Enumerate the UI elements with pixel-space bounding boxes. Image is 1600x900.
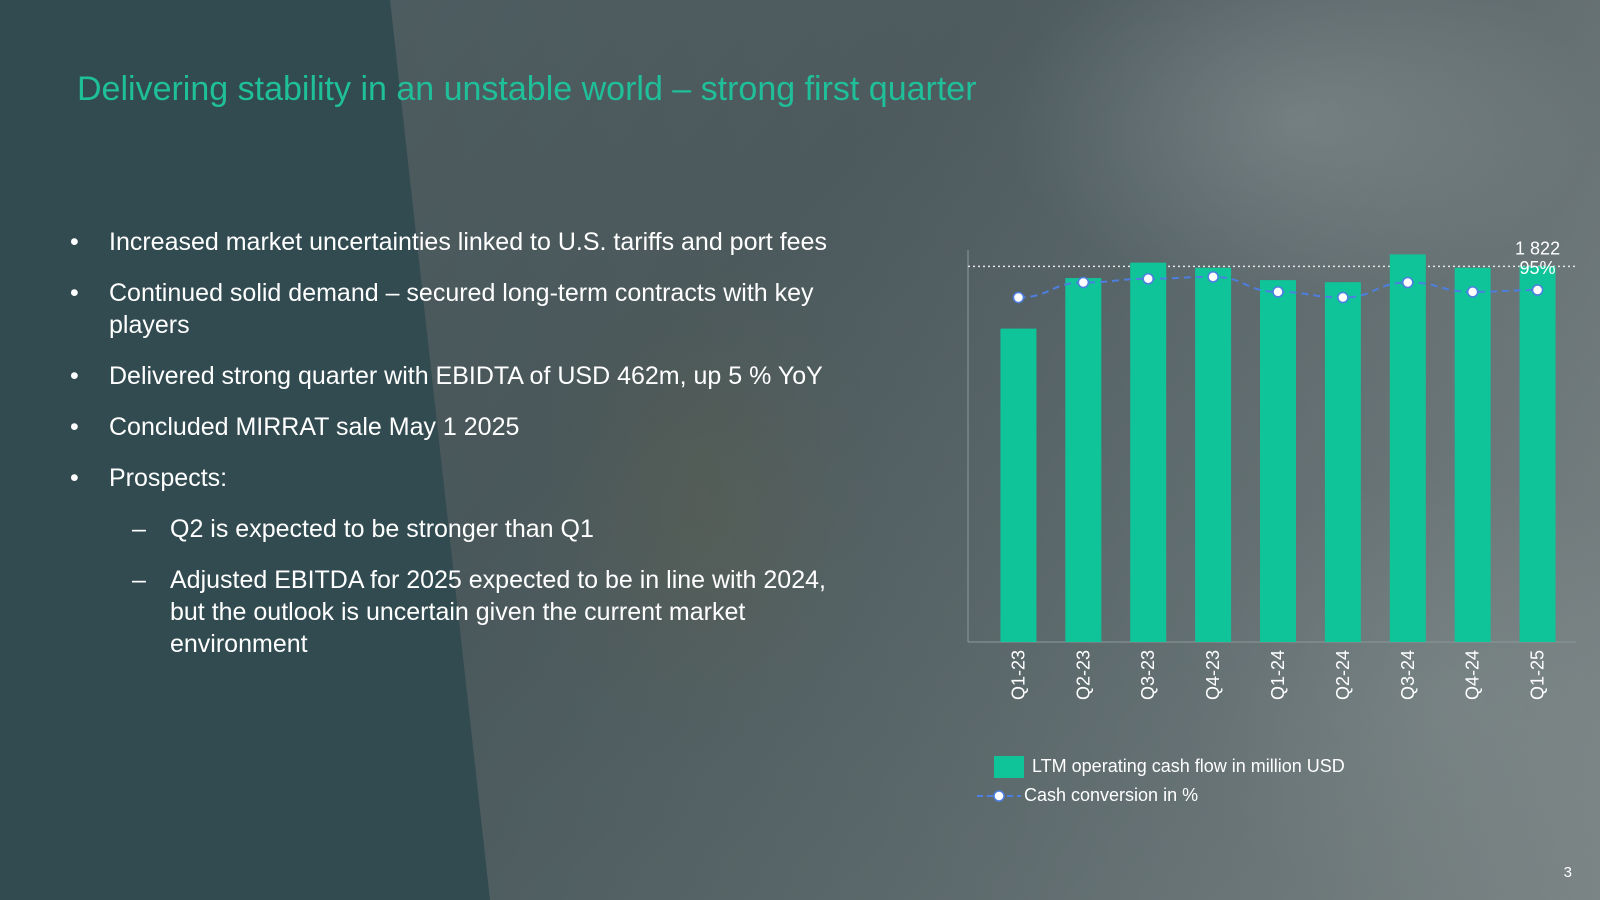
- bullet-dot: •: [70, 413, 79, 441]
- cash-conversion-point: [1142, 273, 1154, 285]
- bar-q4-23: [1195, 267, 1232, 642]
- bar-q3-23: [1130, 262, 1167, 642]
- sub-bullet-text: Q2 is expected to be stronger than Q1: [170, 515, 594, 543]
- line-value-label: 95%: [1520, 258, 1556, 278]
- legend-bar-label: LTM operating cash flow in million USD: [1032, 756, 1345, 776]
- cash-conversion-point: [1466, 286, 1479, 298]
- x-tick-label: Q2-23: [1073, 650, 1093, 700]
- x-tick-label: Q3-24: [1398, 650, 1418, 700]
- sub-bullet-dash: –: [132, 515, 146, 543]
- cash-conversion-point: [1402, 276, 1414, 289]
- cash-conversion-point: [1337, 291, 1349, 304]
- sub-bullet-item: – Adjusted EBITDA for 2025 expected to b…: [70, 564, 830, 660]
- bar-value-label: 1 822: [1515, 238, 1560, 258]
- bar-q1-23: [1000, 328, 1037, 642]
- bullet-text: Increased market uncertainties linked to…: [109, 228, 827, 256]
- x-tick-label: Q4-23: [1203, 650, 1223, 700]
- x-tick-label: Q2-24: [1333, 650, 1353, 700]
- page-number: 3: [1563, 864, 1572, 881]
- bar-q1-24: [1260, 280, 1296, 642]
- x-tick-label: Q3-23: [1138, 650, 1158, 700]
- bullet-item: • Delivered strong quarter with EBIDTA o…: [70, 360, 830, 392]
- sub-bullet-dash: –: [132, 566, 146, 594]
- bullet-dot: •: [70, 279, 79, 307]
- cash-conversion-point: [1077, 276, 1090, 289]
- x-tick-label: Q1-23: [1008, 650, 1028, 700]
- cash-flow-chart: Q1-23 Q2-23 Q3-23 Q4-23 Q1-24 Q2-24 Q3-24 Q4-24…: [967, 238, 1576, 700]
- bullet-item: • Continued solid demand – secured long-…: [70, 277, 830, 341]
- bullet-text: Concluded MIRRAT sale May 1 2025: [109, 413, 520, 441]
- bullet-list: • Increased market uncertainties linked …: [70, 226, 830, 679]
- bullet-item: • Prospects:: [70, 462, 830, 494]
- cash-conversion-point: [1207, 271, 1219, 283]
- legend-line-swatch: [977, 789, 1021, 802]
- bar-q4-24: [1454, 267, 1491, 642]
- x-tick-label: Q4-24: [1463, 650, 1483, 700]
- chart-legend: LTM operating cash flow in million USD C…: [977, 752, 1345, 810]
- legend-bar-swatch: [994, 755, 1024, 778]
- legend-line-label: Cash conversion in %: [1024, 785, 1199, 805]
- bullet-text: Continued solid demand – secured long-te…: [109, 279, 814, 339]
- cash-conversion-point: [1531, 284, 1544, 296]
- bullet-item: • Increased market uncertainties linked …: [70, 226, 830, 258]
- bullet-item: • Concluded MIRRAT sale May 1 2025: [70, 411, 830, 443]
- bullet-dot: •: [70, 228, 79, 256]
- bar-q1-25: [1519, 266, 1556, 642]
- bullet-text: Delivered strong quarter with EBIDTA of …: [109, 362, 823, 390]
- slide-title: Delivering stability in an unstable worl…: [77, 70, 977, 108]
- cash-conversion-point: [1012, 291, 1025, 304]
- bar-q3-24: [1389, 254, 1426, 642]
- cash-conversion-point: [1272, 286, 1284, 298]
- sub-bullet-text: Adjusted EBITDA for 2025 expected to be …: [170, 566, 826, 658]
- bullet-dot: •: [70, 464, 79, 492]
- bullet-text: Prospects:: [109, 464, 228, 492]
- chart-container: Q1-23 Q2-23 Q3-23 Q4-23 Q1-24 Q2-24 Q3-24 Q4-24…: [960, 230, 1580, 730]
- x-tick-label: Q1-24: [1268, 650, 1288, 700]
- legend-item-line: Cash conversion in %: [977, 781, 1345, 810]
- bar-q2-24: [1324, 282, 1361, 642]
- bullet-dot: •: [70, 362, 79, 390]
- x-tick-label: Q1-25: [1528, 650, 1548, 700]
- bar-q2-23: [1065, 278, 1102, 642]
- sub-bullet-item: – Q2 is expected to be stronger than Q1: [70, 513, 830, 545]
- legend-item-bar: LTM operating cash flow in million USD: [990, 752, 1345, 781]
